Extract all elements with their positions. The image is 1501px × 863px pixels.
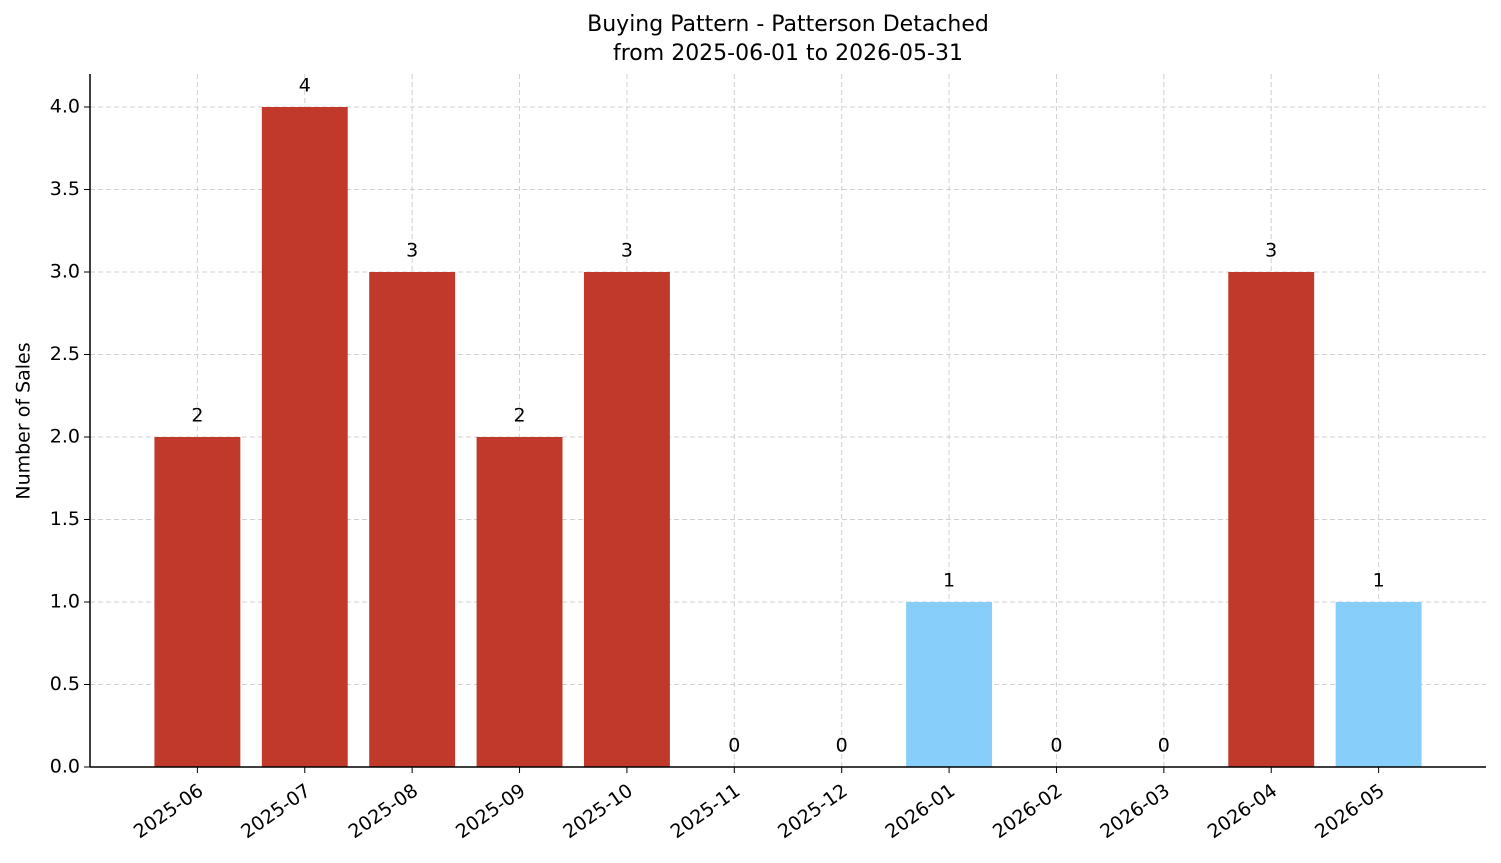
bar (1335, 602, 1422, 767)
x-tick-label: 2025-07 (237, 780, 315, 844)
y-tick-label: 0.5 (50, 673, 80, 695)
bar (906, 602, 993, 767)
value-label: 0 (1158, 735, 1170, 757)
y-tick-label: 1.0 (50, 591, 80, 613)
value-label: 2 (191, 405, 203, 427)
x-tick-label: 2026-03 (1096, 780, 1174, 844)
bar (369, 272, 456, 767)
y-tick-label: 3.5 (50, 178, 80, 200)
bar (154, 437, 241, 767)
x-tick-label: 2025-12 (774, 780, 852, 844)
bar (583, 272, 670, 767)
x-tick-label: 2025-10 (559, 780, 637, 844)
x-tick-label: 2025-06 (130, 780, 208, 844)
value-label: 3 (406, 240, 418, 262)
y-tick-label: 2.5 (50, 343, 80, 365)
x-tick-label: 2025-11 (667, 780, 745, 844)
value-label: 0 (1050, 735, 1062, 757)
y-tick-label: 0.0 (50, 756, 80, 778)
value-label: 4 (299, 75, 311, 97)
value-label: 1 (943, 570, 955, 592)
x-tick-label: 2025-08 (345, 780, 423, 844)
value-label: 0 (836, 735, 848, 757)
x-tick-label: 2026-01 (881, 780, 959, 844)
bar (1228, 272, 1315, 767)
value-label: 0 (728, 735, 740, 757)
bar (476, 437, 563, 767)
y-tick-label: 2.0 (50, 426, 80, 448)
x-tick-label: 2025-09 (452, 780, 530, 844)
x-tick-label: 2026-02 (989, 780, 1067, 844)
value-label: 1 (1373, 570, 1385, 592)
y-axis-label: Number of Sales (13, 342, 35, 499)
y-tick-label: 4.0 (50, 96, 80, 118)
value-label: 3 (1265, 240, 1277, 262)
chart-subtitle: from 2025-06-01 to 2026-05-31 (613, 41, 963, 66)
y-tick-label: 1.5 (50, 508, 80, 530)
value-label: 2 (513, 405, 525, 427)
value-label: 3 (621, 240, 633, 262)
y-tick-label: 3.0 (50, 261, 80, 283)
bar (261, 107, 348, 767)
x-tick-label: 2026-05 (1311, 780, 1389, 844)
chart-title: Buying Pattern - Patterson Detached (587, 12, 989, 37)
x-tick-label: 2026-04 (1204, 780, 1282, 844)
